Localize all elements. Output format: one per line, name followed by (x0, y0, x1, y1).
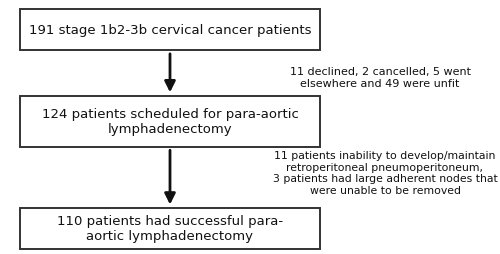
Text: 110 patients had successful para-
aortic lymphadenectomy: 110 patients had successful para- aortic… (57, 215, 283, 243)
FancyBboxPatch shape (20, 208, 320, 249)
Text: 11 patients inability to develop/maintain
retroperitoneal pneumoperitoneum,
3 pa: 11 patients inability to develop/maintai… (272, 150, 498, 195)
FancyBboxPatch shape (20, 97, 320, 147)
Text: 11 declined, 2 cancelled, 5 went
elsewhere and 49 were unfit: 11 declined, 2 cancelled, 5 went elsewhe… (290, 67, 470, 88)
Text: 191 stage 1b2-3b cervical cancer patients: 191 stage 1b2-3b cervical cancer patient… (29, 24, 311, 37)
FancyBboxPatch shape (20, 10, 320, 51)
Text: 124 patients scheduled for para-aortic
lymphadenectomy: 124 patients scheduled for para-aortic l… (42, 108, 298, 136)
